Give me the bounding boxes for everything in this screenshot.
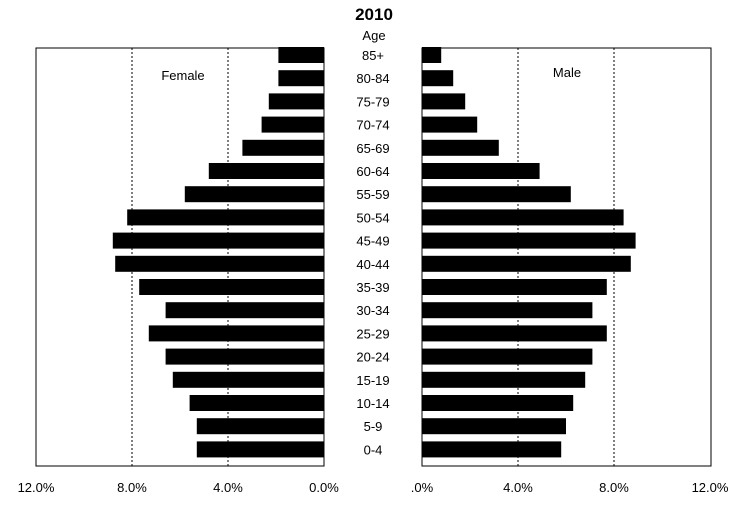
female-bar-40-44: [115, 255, 324, 272]
male-bar-5-9: [422, 418, 566, 435]
female-series-label: Female: [161, 68, 204, 83]
age-axis-label: Age: [362, 28, 385, 43]
female-bar-85+: [278, 47, 324, 63]
female-bar-30-34: [165, 302, 324, 319]
female-bar-0-4: [196, 441, 324, 458]
male-x-tick-1: 4.0%: [503, 480, 533, 495]
age-label-85+: 85+: [362, 48, 384, 63]
age-label-25-29: 25-29: [356, 326, 389, 341]
age-label-20-24: 20-24: [356, 350, 389, 365]
male-bar-45-49: [422, 232, 636, 249]
female-bar-60-64: [208, 163, 324, 179]
male-bar-40-44: [422, 255, 631, 272]
x-axis-ticks: 12.0% 8.0% 4.0% 0.0% .0% 4.0% 8.0% 12.0%: [18, 480, 729, 495]
female-bar-20-24: [165, 348, 324, 365]
age-label-65-69: 65-69: [356, 141, 389, 156]
age-label-70-74: 70-74: [356, 118, 389, 133]
male-series-label: Male: [553, 65, 581, 80]
female-bar-10-14: [189, 395, 324, 411]
male-bar-10-14: [422, 395, 574, 411]
female-bar-45-49: [112, 232, 324, 249]
age-label-75-79: 75-79: [356, 94, 389, 109]
female-bar-15-19: [172, 371, 324, 388]
female-bar-75-79: [268, 93, 324, 110]
male-bar-55-59: [422, 186, 571, 203]
male-bar-50-54: [422, 209, 624, 226]
male-bar-0-4: [422, 441, 562, 458]
age-label-60-64: 60-64: [356, 164, 389, 179]
male-bar-15-19: [422, 371, 586, 388]
female-bar-70-74: [261, 116, 324, 133]
age-label-40-44: 40-44: [356, 257, 389, 272]
female-bar-5-9: [196, 418, 324, 435]
age-label-55-59: 55-59: [356, 187, 389, 202]
age-label-50-54: 50-54: [356, 210, 389, 225]
age-label-30-34: 30-34: [356, 303, 389, 318]
female-bar-80-84: [278, 70, 324, 87]
female-bar-25-29: [148, 325, 324, 342]
male-bar-25-29: [422, 325, 607, 342]
male-bar-35-39: [422, 279, 607, 295]
age-label-80-84: 80-84: [356, 71, 389, 86]
female-bar-55-59: [184, 186, 324, 203]
female-bar-50-54: [127, 209, 324, 226]
male-bar-20-24: [422, 348, 593, 365]
age-label-45-49: 45-49: [356, 234, 389, 249]
female-x-tick-3: 0.0%: [309, 480, 339, 495]
age-label-35-39: 35-39: [356, 280, 389, 295]
male-bar-30-34: [422, 302, 593, 319]
male-bar-85+: [422, 47, 442, 63]
male-bar-60-64: [422, 163, 540, 179]
age-labels-group: 0-4 5-9 10-14 15-19 20-24 25-29 30-34 35-39 40-4…: [356, 48, 389, 457]
male-x-tick-2: 8.0%: [599, 480, 629, 495]
female-bar-35-39: [139, 279, 324, 295]
age-label-10-14: 10-14: [356, 396, 389, 411]
male-bar-75-79: [422, 93, 466, 110]
chart-title: 2010: [355, 5, 393, 24]
age-label-0-4: 0-4: [364, 442, 383, 457]
female-x-tick-0: 12.0%: [18, 480, 55, 495]
male-bar-80-84: [422, 70, 454, 87]
age-label-15-19: 15-19: [356, 373, 389, 388]
female-bar-65-69: [242, 139, 324, 156]
male-x-tick-0: .0%: [411, 480, 434, 495]
age-label-5-9: 5-9: [364, 419, 383, 434]
female-x-tick-2: 4.0%: [213, 480, 243, 495]
male-bar-70-74: [422, 116, 478, 133]
bars-group: [112, 47, 636, 458]
male-x-tick-3: 12.0%: [692, 480, 729, 495]
female-x-tick-1: 8.0%: [117, 480, 147, 495]
male-bar-65-69: [422, 139, 499, 156]
